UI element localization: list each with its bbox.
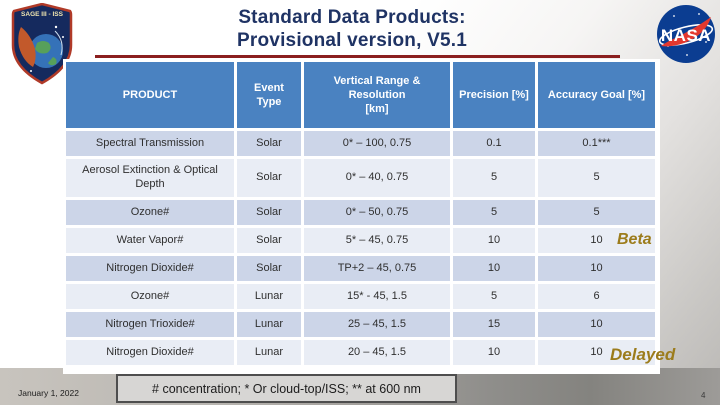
cell-accuracy-goal: 10 — [538, 340, 655, 365]
cell-event-type: Lunar — [237, 340, 301, 365]
nasa-meatball-icon: NASA — [657, 5, 715, 63]
nasa-wordmark: NASA — [661, 26, 711, 45]
cell-range-resolution: 20 – 45, 1.5 — [304, 340, 450, 365]
star — [62, 36, 64, 38]
table-row: Nitrogen Dioxide# Lunar 20 – 45, 1.5 10 10 — [66, 340, 655, 365]
table-row: Water Vapor# Solar 5* – 45, 0.75 10 10 — [66, 228, 655, 253]
table-row: Nitrogen Trioxide# Lunar 25 – 45, 1.5 15 10 — [66, 312, 655, 337]
cell-product: Nitrogen Dioxide# — [66, 340, 234, 365]
title-underline — [95, 55, 620, 58]
slide-date: January 1, 2022 — [18, 388, 79, 398]
sage-iii-iss-patch: SAGE III - ISS — [9, 2, 75, 85]
continent — [35, 41, 51, 54]
title-line-2: Provisional version, V5.1 — [237, 30, 467, 51]
cell-product: Water Vapor# — [66, 228, 234, 253]
patch-label: SAGE III - ISS — [21, 11, 64, 18]
cell-precision: 0.1 — [453, 131, 535, 156]
cell-accuracy-goal: 10 — [538, 228, 655, 253]
cell-accuracy-goal: 0.1*** — [538, 131, 655, 156]
table-row: Ozone# Lunar 15* - 45, 1.5 5 6 — [66, 284, 655, 309]
cell-precision: 15 — [453, 312, 535, 337]
cell-event-type: Solar — [237, 131, 301, 156]
table-row: Nitrogen Dioxide# Solar TP+2 – 45, 0.75 10 1… — [66, 256, 655, 281]
title-line-1: Standard Data Products: — [238, 7, 466, 28]
cell-precision: 10 — [453, 228, 535, 253]
orbit-ellipse — [658, 24, 714, 46]
cell-precision: 10 — [453, 256, 535, 281]
column-header: Accuracy Goal [%] — [538, 62, 655, 128]
beta-annotation: Beta — [617, 231, 652, 248]
cell-product: Aerosol Extinction & Optical Depth — [66, 159, 234, 197]
cell-accuracy-goal: 10 — [538, 256, 655, 281]
cell-range-resolution: TP+2 – 45, 0.75 — [304, 256, 450, 281]
cell-precision: 5 — [453, 159, 535, 197]
column-header: Event Type — [237, 62, 301, 128]
column-header: Vertical Range & Resolution [km] — [304, 62, 450, 128]
patch-figure — [18, 27, 36, 67]
cell-event-type: Solar — [237, 159, 301, 197]
cell-range-resolution: 0* – 100, 0.75 — [304, 131, 450, 156]
star — [673, 15, 675, 17]
cell-accuracy-goal: 10 — [538, 312, 655, 337]
cell-product: Spectral Transmission — [66, 131, 234, 156]
cell-precision: 10 — [453, 340, 535, 365]
footnote-box: # concentration; * Or cloud-top/ISS; ** … — [116, 374, 457, 403]
nasa-logo: NASA — [654, 2, 718, 66]
column-header: PRODUCT — [66, 62, 234, 128]
star — [698, 13, 700, 15]
sage-patch-icon: SAGE III - ISS — [11, 2, 73, 85]
cell-product: Ozone# — [66, 284, 234, 309]
cell-event-type: Lunar — [237, 312, 301, 337]
cell-precision: 5 — [453, 200, 535, 225]
table-row: Ozone# Solar 0* – 50, 0.75 5 5 — [66, 200, 655, 225]
cell-range-resolution: 5* – 45, 0.75 — [304, 228, 450, 253]
cell-accuracy-goal: 5 — [538, 200, 655, 225]
cell-precision: 5 — [453, 284, 535, 309]
cell-range-resolution: 15* - 45, 1.5 — [304, 284, 450, 309]
orbit-line — [54, 30, 63, 56]
cell-accuracy-goal: 5 — [538, 159, 655, 197]
nasa-swoosh — [661, 17, 711, 47]
cell-range-resolution: 25 – 45, 1.5 — [304, 312, 450, 337]
cell-event-type: Solar — [237, 200, 301, 225]
cell-event-type: Lunar — [237, 284, 301, 309]
star — [705, 41, 707, 43]
table-row: Spectral Transmission Solar 0* – 100, 0.75… — [66, 131, 655, 156]
data-products-table: PRODUCT Event Type Vertical Range & Resolu… — [63, 59, 658, 368]
star — [54, 25, 58, 29]
star — [686, 54, 688, 56]
table-header-row: PRODUCT Event Type Vertical Range & Resolu… — [66, 62, 655, 128]
column-header: Precision [%] — [453, 62, 535, 128]
cell-accuracy-goal: 6 — [538, 284, 655, 309]
page-number: 4 — [701, 391, 706, 400]
star — [30, 70, 32, 72]
cell-range-resolution: 0* – 50, 0.75 — [304, 200, 450, 225]
table-row: Aerosol Extinction & Optical Depth Solar 0… — [66, 159, 655, 197]
cell-range-resolution: 0* – 40, 0.75 — [304, 159, 450, 197]
cell-product: Ozone# — [66, 200, 234, 225]
cell-product: Nitrogen Dioxide# — [66, 256, 234, 281]
cell-event-type: Solar — [237, 228, 301, 253]
continent — [48, 57, 57, 66]
footnote-text: # concentration; * Or cloud-top/ISS; ** … — [152, 381, 421, 396]
data-table-panel: PRODUCT Event Type Vertical Range & Resolu… — [63, 59, 660, 374]
delayed-annotation: Delayed — [610, 345, 676, 364]
slide-title: Standard Data Products: Provisional vers… — [112, 6, 592, 52]
cell-product: Nitrogen Trioxide# — [66, 312, 234, 337]
cell-event-type: Solar — [237, 256, 301, 281]
